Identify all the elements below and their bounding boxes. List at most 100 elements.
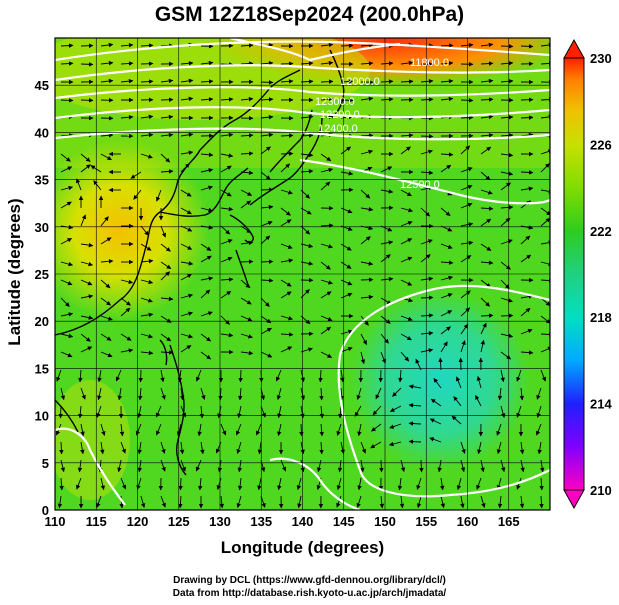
wind-arrow bbox=[480, 61, 494, 66]
wind-arrow bbox=[320, 351, 333, 358]
wind-arrow bbox=[455, 376, 462, 389]
wind-arrow bbox=[260, 221, 273, 227]
wind-arrow bbox=[360, 459, 365, 473]
wind-arrow bbox=[520, 186, 534, 191]
wind-arrow bbox=[460, 307, 471, 317]
wind-arrow bbox=[178, 495, 183, 509]
wind-arrow bbox=[500, 60, 514, 66]
wind-arrow bbox=[260, 495, 266, 508]
wind-arrow bbox=[260, 204, 274, 210]
wind-arrow bbox=[120, 61, 134, 66]
wind-arrow bbox=[60, 98, 74, 103]
wind-arrow bbox=[460, 98, 474, 103]
wind-arrow bbox=[400, 79, 414, 84]
x-tick-label: 160 bbox=[457, 514, 479, 529]
wind-arrow bbox=[237, 459, 243, 473]
wind-arrow bbox=[80, 294, 94, 299]
wind-arrow bbox=[140, 132, 154, 138]
wind-arrow bbox=[320, 291, 332, 299]
wind-arrow bbox=[280, 219, 292, 227]
wind-arrow bbox=[480, 260, 494, 265]
wind-arrow bbox=[119, 423, 125, 437]
wind-arrow bbox=[400, 189, 412, 197]
wind-arrow bbox=[500, 152, 514, 158]
wind-arrow bbox=[460, 202, 473, 209]
wind-arrow bbox=[240, 315, 253, 322]
y-axis-ticks: 0 5 10 15 20 25 30 35 40 45 bbox=[35, 78, 49, 518]
y-tick-label: 20 bbox=[35, 314, 49, 329]
wind-arrow bbox=[408, 403, 422, 408]
wind-arrow bbox=[100, 351, 113, 358]
wind-arrow bbox=[360, 42, 374, 48]
wind-arrow bbox=[160, 296, 174, 302]
wind-arrow bbox=[140, 225, 149, 236]
wind-arrow bbox=[500, 459, 506, 473]
wind-arrow bbox=[500, 171, 514, 176]
wind-arrow bbox=[280, 258, 294, 263]
wind-arrow bbox=[60, 261, 74, 267]
wind-arrow bbox=[136, 477, 142, 490]
wind-arrow bbox=[180, 261, 194, 266]
wind-arrow bbox=[180, 243, 193, 250]
wind-arrow bbox=[140, 79, 154, 84]
wind-arrow bbox=[280, 332, 294, 337]
wind-arrow bbox=[100, 315, 113, 321]
wind-arrow bbox=[480, 97, 494, 102]
wind-arrow bbox=[380, 276, 394, 282]
x-tick-label: 110 bbox=[45, 514, 66, 529]
wind-arrow bbox=[300, 169, 314, 174]
wind-arrow bbox=[100, 78, 114, 84]
wind-arrow bbox=[260, 146, 271, 155]
wind-arrow bbox=[339, 387, 344, 401]
wind-arrow bbox=[77, 459, 83, 473]
x-tick-label: 155 bbox=[415, 514, 437, 529]
wind-arrow bbox=[500, 115, 514, 120]
wind-arrow bbox=[460, 222, 474, 227]
wind-arrow bbox=[160, 459, 166, 472]
y-tick-label: 40 bbox=[35, 125, 49, 140]
wind-arrow bbox=[480, 243, 492, 252]
wind-arrow bbox=[237, 477, 243, 491]
wind-arrow bbox=[420, 348, 434, 353]
height-contour bbox=[55, 64, 550, 82]
wind-arrow bbox=[480, 78, 494, 84]
wind-arrow bbox=[520, 132, 534, 138]
wind-arrow bbox=[260, 315, 272, 324]
wind-arrow bbox=[260, 114, 274, 120]
wind-arrow bbox=[456, 477, 462, 491]
x-tick-label: 120 bbox=[127, 514, 149, 529]
wind-arrow bbox=[480, 146, 492, 155]
wind-arrow bbox=[500, 133, 514, 138]
wind-arrow bbox=[319, 387, 324, 401]
wind-arrow bbox=[340, 79, 354, 84]
wind-arrow bbox=[540, 163, 550, 173]
wind-arrow bbox=[180, 293, 193, 299]
wind-arrow bbox=[300, 152, 314, 158]
wind-arrow bbox=[60, 238, 73, 245]
wind-arrow bbox=[216, 477, 222, 490]
wind-arrow bbox=[60, 166, 73, 173]
wind-arrow bbox=[140, 333, 153, 339]
wind-arrow bbox=[540, 97, 550, 102]
wind-arrow bbox=[389, 405, 402, 412]
wind-arrow bbox=[540, 42, 550, 48]
wind-arrow bbox=[160, 132, 174, 138]
wind-arrow bbox=[360, 351, 366, 365]
wind-arrow bbox=[76, 477, 82, 490]
wind-arrow bbox=[160, 333, 172, 342]
wind-arrow bbox=[460, 145, 471, 155]
wind-arrow bbox=[300, 347, 313, 353]
wind-arrow bbox=[236, 495, 242, 508]
wind-arrow bbox=[316, 459, 322, 473]
wind-arrow bbox=[240, 297, 252, 305]
wind-arrow bbox=[220, 239, 233, 245]
wind-arrow bbox=[160, 225, 167, 238]
wind-arrow bbox=[320, 315, 333, 322]
x-tick-label: 115 bbox=[86, 514, 107, 529]
wind-arrow bbox=[496, 423, 502, 436]
wind-arrow bbox=[120, 477, 127, 490]
colorbar-top-arrow bbox=[563, 38, 585, 59]
wind-arrow bbox=[371, 423, 382, 432]
wind-arrow bbox=[160, 441, 166, 454]
warm-west-region bbox=[55, 140, 210, 320]
